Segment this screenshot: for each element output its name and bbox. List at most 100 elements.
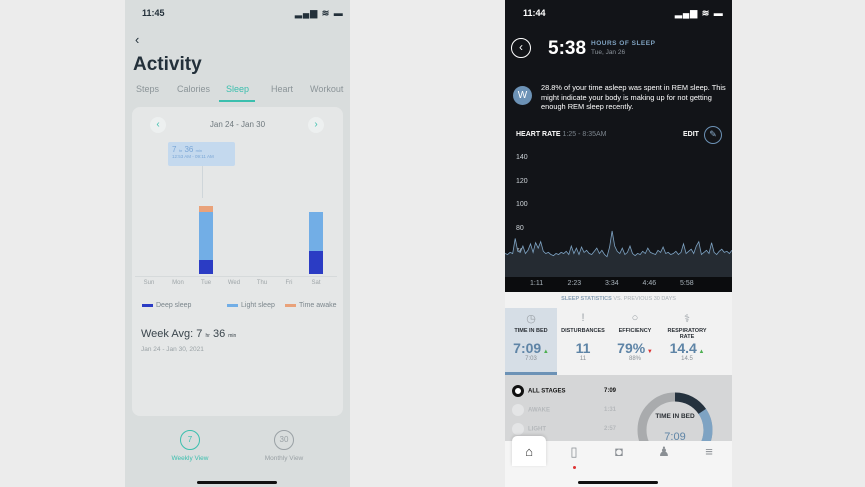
bar-sat-deep-sleep[interactable] <box>309 251 323 274</box>
home-indicator <box>197 481 277 484</box>
tab-workout[interactable]: Workout <box>310 84 344 94</box>
sleep-tooltip: 7 hr 36 min 12:53 AM - 09:11 AM <box>168 142 235 166</box>
back-button[interactable]: ‹ <box>135 32 140 47</box>
day-label: Mon <box>172 280 184 286</box>
week-avg-hr-unit: hr <box>205 333 210 339</box>
tooltip-line <box>202 166 203 198</box>
sleep-date: Tue, Jan 26 <box>591 49 626 56</box>
hours-of-sleep-label: HOURS OF SLEEP <box>591 40 656 47</box>
legend-swatch <box>285 303 296 307</box>
stats-header-title: SLEEP STATISTICS <box>561 296 612 302</box>
stage-awake[interactable]: AWAKE 1:31 <box>512 404 617 416</box>
rem-insight: 28.8% of your time asleep was spent in R… <box>541 83 726 111</box>
week-avg-min-unit: min <box>228 333 237 339</box>
stage-label: AWAKE <box>528 407 551 414</box>
week-average: Week Avg: 7 hr 36 min <box>141 328 236 340</box>
bar-tue-time-awake[interactable] <box>199 205 213 212</box>
tab-calories[interactable]: Calories <box>177 84 211 94</box>
stat-value: 14.4 <box>669 340 697 356</box>
stat-disturbances[interactable]: ! DISTURBANCES 11 11 <box>557 308 609 374</box>
stat-label: EFFICIENCY <box>618 328 652 334</box>
activity-phone: 11:45 ▂▄▆ ≋ ▬ ‹ Activity Steps Calories Sl… <box>125 0 350 487</box>
stat-time-in-bed[interactable]: ◷ TIME IN BED 7:09 ▲ 7:03 <box>505 308 557 374</box>
menu-icon[interactable]: ≡ <box>705 444 713 459</box>
home-icon[interactable]: ⌂ <box>525 444 533 459</box>
donut-label: TIME IN BED <box>655 413 695 420</box>
heart-rate-range: 1:25 - 8:35AM <box>562 131 607 138</box>
monthly-view-button[interactable]: 30 Monthly View <box>254 430 314 462</box>
date-range: Jan 24 - Jan 30 <box>209 120 266 129</box>
camera-icon[interactable]: ◘ <box>615 444 623 459</box>
stat-previous: 11 <box>579 356 587 362</box>
stage-label: LIGHT <box>528 426 546 433</box>
stage-value: 1:31 <box>604 407 617 413</box>
view-label: Monthly View <box>264 455 304 462</box>
day-label: Tue <box>200 280 212 286</box>
x-tick: 3:34 <box>605 280 619 287</box>
next-week-button[interactable]: › <box>308 117 324 133</box>
heart-rate-label: HEART RATE <box>516 131 561 138</box>
status-icons: ▂▄▆ ≋ ▬ <box>295 8 344 18</box>
day-label: Thu <box>256 280 268 286</box>
bar-tue-light-sleep[interactable] <box>199 211 213 261</box>
weekly-view-button[interactable]: 7 Weekly View <box>160 430 220 462</box>
stage-radio[interactable] <box>512 385 524 397</box>
stage-radio[interactable] <box>512 404 524 416</box>
prev-week-button[interactable]: ‹ <box>150 117 166 133</box>
stage-radio[interactable] <box>512 423 524 435</box>
week-avg-range: Jan 24 - Jan 30, 2021 <box>141 346 204 353</box>
view-label: Weekly View <box>171 455 209 462</box>
tab-sleep[interactable]: Sleep <box>226 84 250 94</box>
stats-header-suffix: VS. PREVIOUS 30 DAYS <box>613 296 676 302</box>
view-number: 30 <box>274 430 294 450</box>
journal-icon[interactable]: ▯ <box>570 444 578 459</box>
active-tab-indicator <box>219 100 255 102</box>
stat-icon: · <box>713 312 732 328</box>
stat-previous: 88% <box>628 356 641 362</box>
community-icon[interactable]: ♟ <box>658 444 670 459</box>
legend-label: Deep sleep <box>156 302 192 309</box>
tooltip-min: 36 <box>184 145 194 154</box>
x-tick: 1:11 <box>530 280 544 287</box>
notification-dot <box>573 466 576 469</box>
day-label: Wed <box>227 280 241 286</box>
bar-sat-light-sleep[interactable] <box>309 211 323 252</box>
stage-light[interactable]: LIGHT 2:57 <box>512 423 617 435</box>
legend-label: Time awake <box>299 302 337 309</box>
stat-efficiency[interactable]: ○ EFFICIENCY 79% ▼ 88% <box>609 308 661 374</box>
status-time: 11:45 <box>142 8 165 18</box>
legend-item: Time awake <box>285 302 336 309</box>
x-tick: 5:58 <box>680 280 694 287</box>
week-avg-min: 36 <box>212 328 226 340</box>
stat-label: LAT <box>713 328 732 340</box>
stage-value: 2:57 <box>604 426 617 432</box>
heart-rate-title: HEART RATE 1:25 - 8:35AM <box>516 131 607 138</box>
stat-respiratory-rate[interactable]: ⚕ RESPIRATORY RATE 14.4 ▲ 14.5 <box>661 308 713 374</box>
tab-heart[interactable]: Heart <box>271 84 294 94</box>
stat-label: RESPIRATORY RATE <box>667 328 707 340</box>
hours-of-sleep-value: 5:38 <box>548 38 587 59</box>
sleep-detail-phone: 11:44 ▂▄▆ ≋ ▬ ‹ 5:38 HOURS OF SLEEP Tue,… <box>505 0 732 487</box>
tooltip-range: 12:53 AM - 09:11 AM <box>172 154 214 159</box>
view-number: 7 <box>180 430 200 450</box>
edit-label[interactable]: EDIT <box>683 131 699 138</box>
back-button[interactable]: ‹ <box>511 38 531 58</box>
tooltip-hr-unit: hr <box>178 148 183 153</box>
stat-icon: ◷ <box>526 313 536 325</box>
chart-baseline <box>135 276 337 277</box>
nav-home-tab[interactable] <box>512 436 546 466</box>
stat-lat[interactable]: ·LAT0 <box>713 308 732 374</box>
x-tick: 4:46 <box>642 280 657 287</box>
donut-value: 7:09 <box>664 431 686 443</box>
stat-icon: ! <box>581 312 585 324</box>
legend-item: Light sleep <box>227 302 275 309</box>
legend-swatch <box>227 303 238 307</box>
stage-all-stages[interactable]: ALL STAGES 7:09 <box>512 385 617 397</box>
y-tick: 80 <box>516 224 524 232</box>
sleep-card <box>132 107 343 416</box>
y-tick: 140 <box>516 154 528 161</box>
tooltip-hr: 7 <box>172 145 177 154</box>
tab-steps[interactable]: Steps <box>136 84 160 94</box>
edit-pencil-icon[interactable]: ✎ <box>704 126 722 144</box>
bar-tue-deep-sleep[interactable] <box>199 260 213 274</box>
